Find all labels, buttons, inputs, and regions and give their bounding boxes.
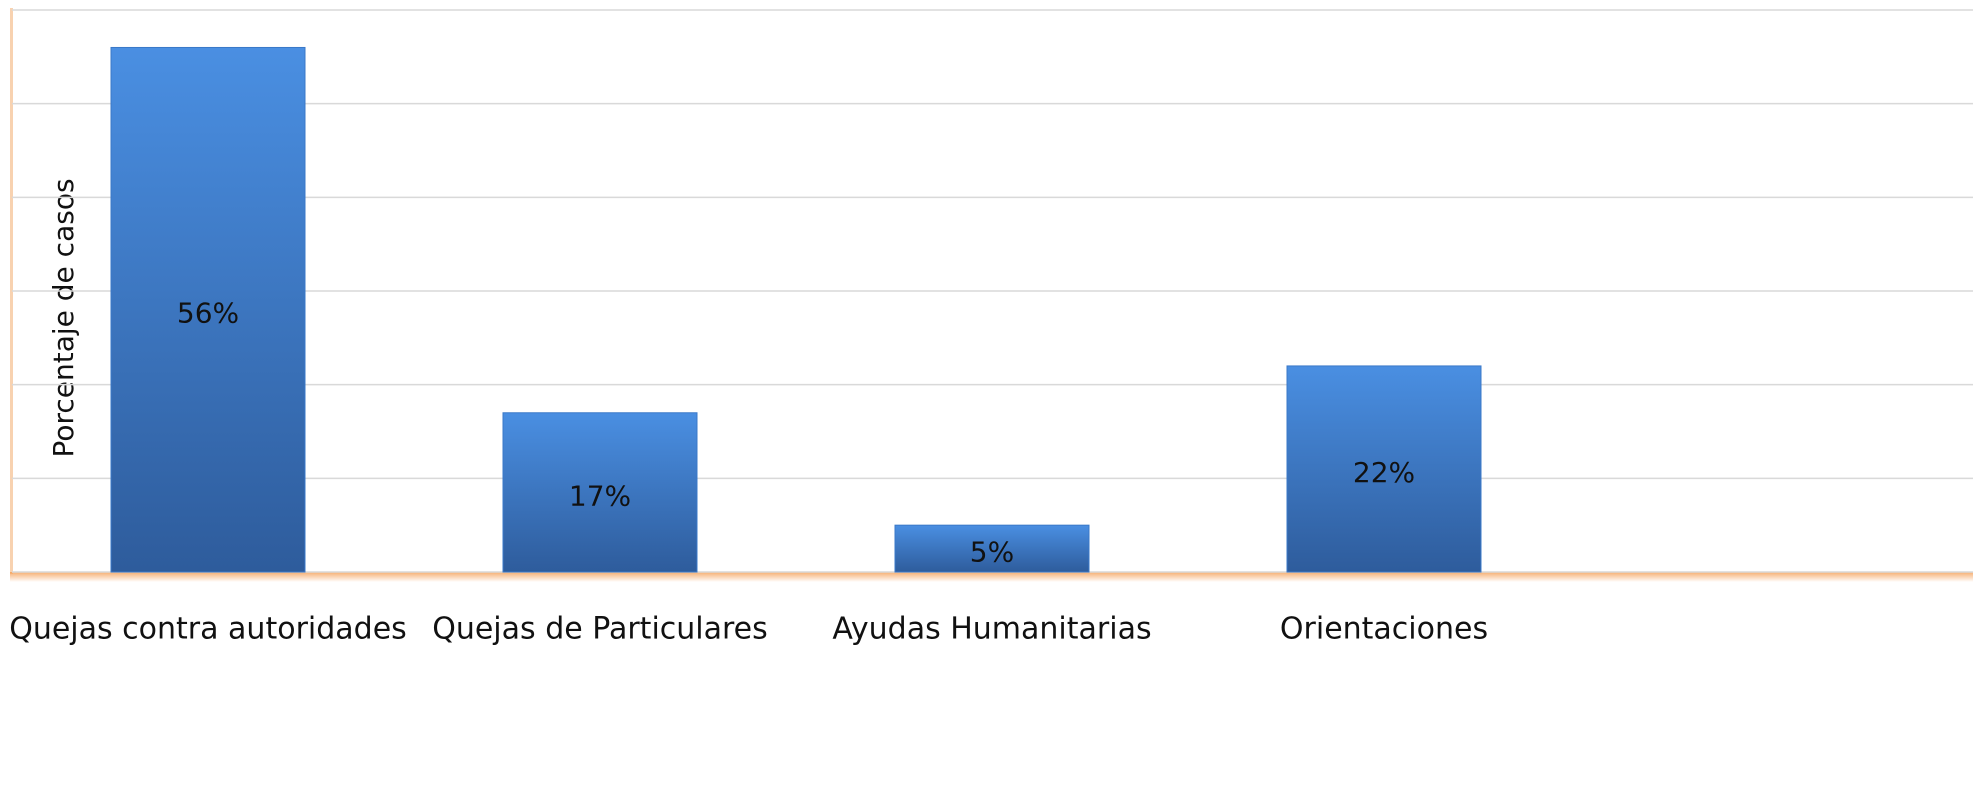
x-tick-label: Ayudas Humanitarias	[832, 612, 1151, 647]
value-label: 5%	[970, 536, 1014, 569]
bar	[1286, 365, 1482, 573]
baseline-glow	[10, 572, 1973, 582]
bar	[894, 524, 1090, 573]
x-tick-label: Quejas contra autoridades	[9, 612, 407, 647]
x-tick-label: Orientaciones	[1280, 612, 1488, 647]
bar	[110, 46, 306, 573]
x-tick-label: Quejas de Particulares	[432, 612, 768, 647]
y-axis-label: Porcentaje de casos	[47, 178, 80, 457]
value-label: 22%	[1353, 456, 1415, 489]
value-label: 17%	[569, 479, 631, 512]
plot-border	[10, 8, 13, 574]
value-label: 56%	[177, 297, 239, 330]
bar	[502, 412, 698, 573]
